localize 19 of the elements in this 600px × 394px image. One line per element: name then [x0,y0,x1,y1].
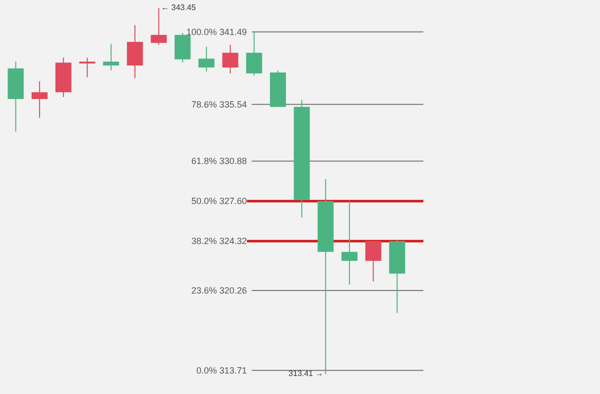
candlestick [150,8,167,46]
annotation: ← 343.45 [161,3,196,12]
ref-line-label: 23.6% 320.26 [191,286,247,296]
candlestick [222,44,238,74]
candlestick [103,43,120,71]
ref-line-label: 50.0% 327.60 [191,196,247,206]
candlestick [365,240,382,282]
ref-line-label: 78.6% 335.54 [191,99,247,110]
ref-line-label: 0.0% 313.71 [196,365,247,376]
candlestick [198,46,214,72]
candlestick [341,200,358,286]
ref-line-label: 100.0% 341.49 [186,26,247,37]
ref-line-label: 61.8% 330.88 [191,156,247,166]
candlestick [79,57,96,78]
annotation: 313.41 → [288,369,324,378]
candlestick [32,80,48,118]
ref-line-label: 38.2% 324.32 [191,236,247,246]
candlestick [246,31,262,76]
candlestick [126,24,143,79]
